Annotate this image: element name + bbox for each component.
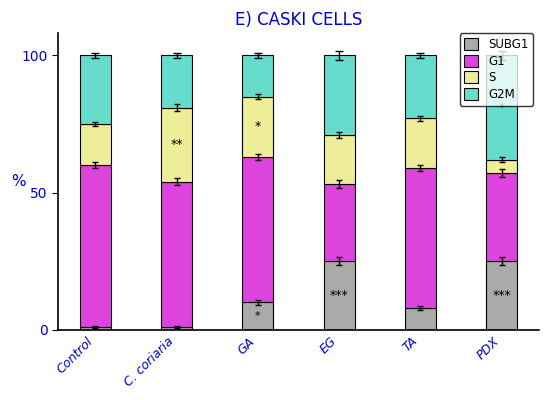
Bar — [80, 124, 111, 165]
Text: ***: *** — [329, 289, 349, 302]
Bar — [161, 327, 192, 330]
Text: *: * — [255, 120, 261, 133]
Bar — [486, 173, 517, 261]
Y-axis label: %: % — [11, 174, 26, 189]
Bar — [323, 261, 355, 330]
Bar — [243, 96, 273, 157]
Bar — [405, 55, 436, 118]
Bar — [405, 118, 436, 168]
Bar — [486, 261, 517, 330]
Bar — [243, 302, 273, 330]
Text: *: * — [498, 101, 505, 114]
Bar — [323, 184, 355, 261]
Bar — [161, 108, 192, 182]
Bar — [243, 55, 273, 96]
Bar — [161, 55, 192, 108]
Bar — [161, 182, 192, 327]
Bar — [80, 327, 111, 330]
Title: E) CASKI CELLS: E) CASKI CELLS — [235, 11, 362, 29]
Text: ***: *** — [492, 289, 511, 302]
Bar — [80, 165, 111, 327]
Bar — [486, 55, 517, 160]
Text: *: * — [255, 311, 261, 321]
Bar — [405, 308, 436, 330]
Bar — [323, 135, 355, 184]
Bar — [80, 55, 111, 124]
Text: **: ** — [170, 138, 183, 151]
Legend: SUBG1, G1, S, G2M: SUBG1, G1, S, G2M — [460, 34, 533, 106]
Bar — [323, 55, 355, 135]
Bar — [243, 157, 273, 302]
Bar — [486, 160, 517, 173]
Bar — [405, 168, 436, 308]
